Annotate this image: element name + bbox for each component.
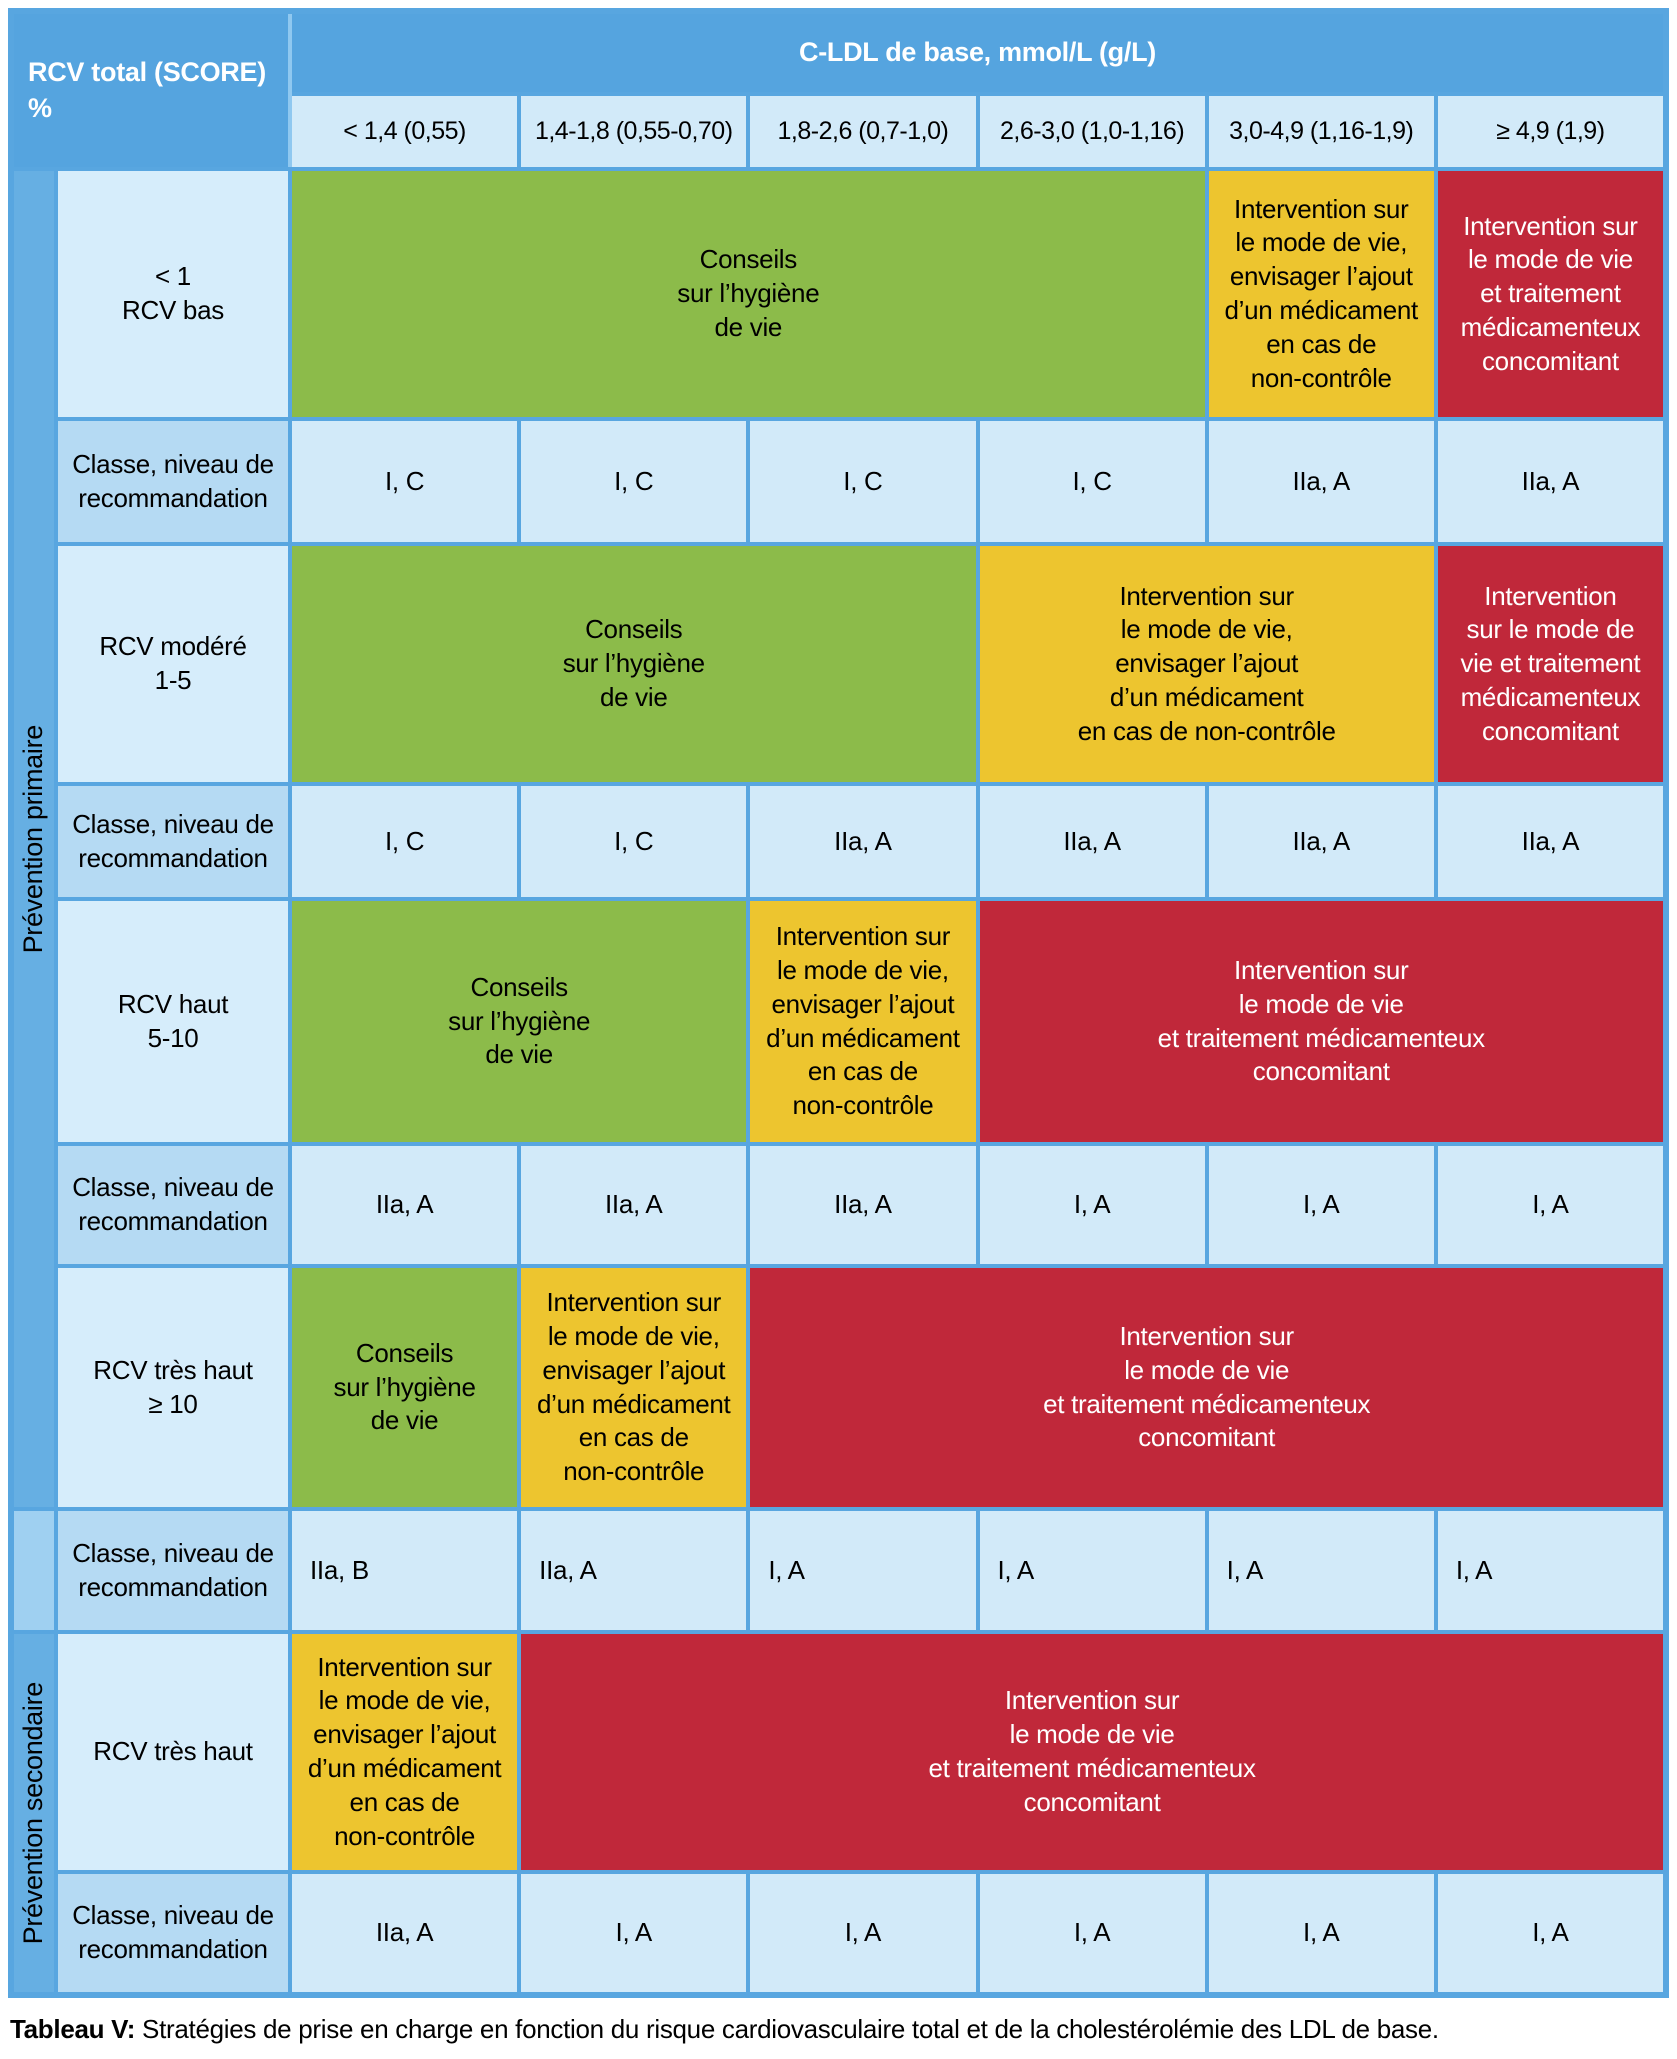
column-header-1: < 1,4 (0,55) <box>292 96 518 167</box>
column-header-6: ≥ 4,9 (1,9) <box>1437 96 1663 167</box>
class-value: I, A <box>1208 1874 1434 1992</box>
strategy-cell-yellow: Intervention sur le mode de vie, envisag… <box>292 1634 518 1870</box>
sidebar-prevention-primaire-text: Prévention primaire <box>18 724 49 954</box>
class-value: I, A <box>1208 1146 1434 1264</box>
class-value: I, C <box>979 421 1205 542</box>
class-value: I, A <box>979 1874 1205 1992</box>
class-row-label: Classe, niveau de recommandation <box>58 1146 288 1264</box>
strategy-cell-green: Conseils sur l’hygiène de vie <box>292 1268 518 1507</box>
class-value: I, A <box>1437 1146 1663 1264</box>
class-value: IIa, A <box>292 1146 518 1264</box>
strategy-cell-yellow: Intervention sur le mode de vie, envisag… <box>979 546 1434 782</box>
strategy-cell-green: Conseils sur l’hygiène de vie <box>292 546 976 782</box>
class-value: IIa, A <box>292 1874 518 1992</box>
row-label-rcv-bas: < 1 RCV bas <box>58 171 288 417</box>
column-header-3: 1,8-2,6 (0,7-1,0) <box>750 96 976 167</box>
caption-label: Tableau V: <box>10 2014 136 2044</box>
class-value: IIa, A <box>1437 786 1663 897</box>
strategy-cell-red: Intervention sur le mode de vie et trait… <box>521 1634 1663 1870</box>
sidebar-prevention-primaire: Prévention primaire <box>14 171 54 1507</box>
class-value: IIa, A <box>750 786 976 897</box>
class-row-label: Classe, niveau de recommandation <box>58 786 288 897</box>
strategy-cell-yellow: Intervention sur le mode de vie, envisag… <box>521 1268 747 1507</box>
sidebar-prevention-secondaire: Prévention secondaire <box>14 1634 54 1992</box>
row-label-rcv-modere: RCV modéré 1-5 <box>58 546 288 782</box>
class-value: I, C <box>750 421 976 542</box>
corner-header-text: RCV total (SCORE) % <box>28 57 266 123</box>
class-value: IIa, A <box>1437 421 1663 542</box>
class-value: IIa, A <box>1208 786 1434 897</box>
class-value: IIa, A <box>979 786 1205 897</box>
class-value: IIa, A <box>1208 421 1434 542</box>
row-label-rcv-haut: RCV haut 5-10 <box>58 901 288 1142</box>
strategy-cell-green: Conseils sur l’hygiène de vie <box>292 171 1205 417</box>
class-value: I, C <box>521 421 747 542</box>
row-label-rcv-tres-haut: RCV très haut ≥ 10 <box>58 1268 288 1507</box>
class-value: I, C <box>292 421 518 542</box>
table-caption: Tableau V: Stratégies de prise en charge… <box>10 2014 1667 2059</box>
corner-header: RCV total (SCORE) % <box>14 14 288 167</box>
class-value: I, A <box>521 1874 747 1992</box>
strategy-cell-green: Conseils sur l’hygiène de vie <box>292 901 747 1142</box>
strategy-cell-yellow: Intervention sur le mode de vie, envisag… <box>750 901 976 1142</box>
class-row-label: Classe, niveau de recommandation <box>58 421 288 542</box>
ldl-header: C-LDL de base, mmol/L (g/L) <box>292 14 1663 92</box>
strategy-cell-red: Intervention sur le mode de vie et trait… <box>750 1268 1663 1507</box>
column-header-5: 3,0-4,9 (1,16-1,9) <box>1208 96 1434 167</box>
strategy-cell-red: Intervention sur le mode de vie et trait… <box>1437 546 1663 782</box>
strategy-table: RCV total (SCORE) % C-LDL de base, mmol/… <box>8 8 1669 1998</box>
class-value: I, A <box>1437 1874 1663 1992</box>
sidebar-spacer <box>14 1511 54 1630</box>
class-value: I, A <box>750 1874 976 1992</box>
class-value: I, A <box>979 1511 1205 1630</box>
sidebar-prevention-secondaire-text: Prévention secondaire <box>18 1681 49 1945</box>
ldl-header-text: C-LDL de base, mmol/L (g/L) <box>799 37 1156 68</box>
class-value: IIa, A <box>750 1146 976 1264</box>
class-value: I, A <box>979 1146 1205 1264</box>
class-value: I, C <box>292 786 518 897</box>
strategy-cell-yellow: Intervention sur le mode de vie, envisag… <box>1208 171 1434 417</box>
row-label-rcv-tres-haut-secondaire: RCV très haut <box>58 1634 288 1870</box>
strategy-cell-red: Intervention sur le mode de vie et trait… <box>979 901 1663 1142</box>
class-value: I, A <box>1437 1511 1663 1630</box>
strategy-cell-red: Intervention sur le mode de vie et trait… <box>1437 171 1663 417</box>
class-value: IIa, A <box>521 1511 747 1630</box>
class-value: I, C <box>521 786 747 897</box>
column-header-4: 2,6-3,0 (1,0-1,16) <box>979 96 1205 167</box>
column-header-2: 1,4-1,8 (0,55-0,70) <box>521 96 747 167</box>
class-row-label: Classe, niveau de recommandation <box>58 1874 288 1992</box>
class-value: IIa, A <box>521 1146 747 1264</box>
class-value: I, A <box>750 1511 976 1630</box>
class-value: IIa, B <box>292 1511 518 1630</box>
caption-text: Stratégies de prise en charge en fonctio… <box>135 2014 1439 2044</box>
class-row-label: Classe, niveau de recommandation <box>58 1511 288 1630</box>
class-value: I, A <box>1208 1511 1434 1630</box>
